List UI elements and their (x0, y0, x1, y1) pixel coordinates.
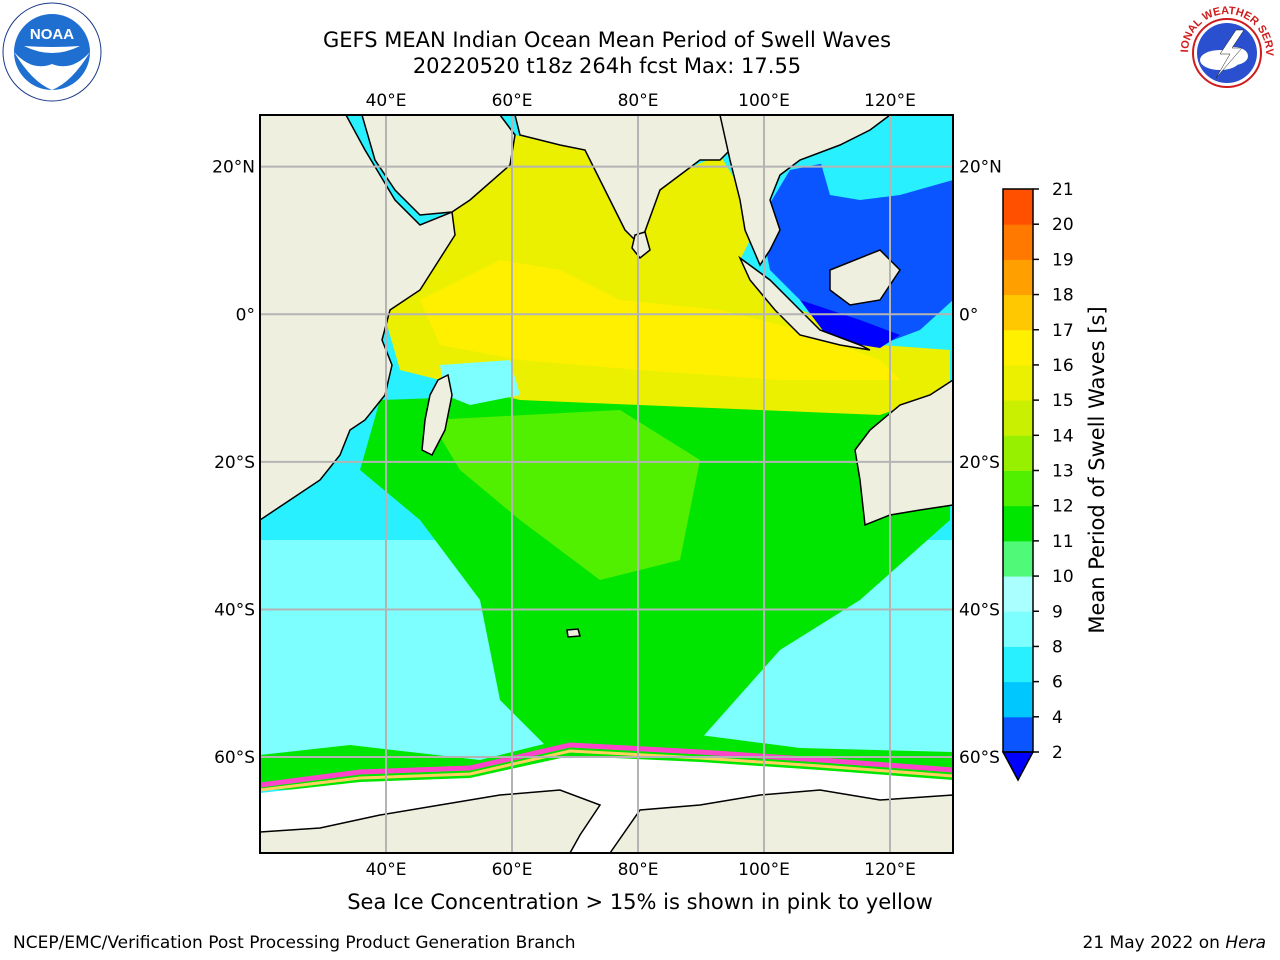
colorbar-label: Mean Period of Swell Waves [s] (1085, 306, 1109, 634)
chart-title: GEFS MEAN Indian Ocean Mean Period of Sw… (322, 28, 892, 52)
sea-ice-caption: Sea Ice Concentration > 15% is shown in … (347, 890, 933, 914)
lat-label-right: 60°S (959, 748, 1000, 768)
colorbar-segment (1003, 681, 1033, 718)
colorbar-segment (1003, 540, 1033, 577)
gridlines (260, 115, 953, 853)
lon-label-bottom: 120°E (864, 860, 916, 880)
colorbar-tick-label: 21 (1052, 180, 1074, 200)
sumatra-land (738, 255, 871, 351)
colorbar-segment (1003, 364, 1033, 401)
swell-zone-madagascar (440, 360, 520, 405)
footer-date: 21 May 2022 on Hera (1083, 933, 1267, 953)
lon-label-bottom: 60°E (492, 860, 533, 880)
colorbar-tick-label: 9 (1052, 602, 1063, 622)
swell-zone-pacific-cyan (820, 120, 953, 200)
chart-subtitle: 20220520 t18z 264h fcst Max: 17.55 (412, 54, 802, 78)
lat-labels-right: 20°N 0° 20°S 40°S 60°S (959, 158, 1002, 768)
colorbar-segment (1003, 189, 1033, 225)
colorbar-tick-label: 13 (1052, 462, 1074, 482)
lat-label-right: 0° (959, 305, 978, 325)
colorbar-segment (1003, 224, 1033, 260)
swell-zone-blue (760, 150, 953, 345)
colorbar-tick-label: 15 (1052, 391, 1074, 411)
swell-zone-lightgreen (430, 410, 700, 580)
noaa-logo-text: NOAA (30, 26, 74, 43)
kerguelen-land (566, 628, 581, 638)
colorbar-tick-label: 8 (1052, 637, 1063, 657)
sri-lanka-land (631, 231, 651, 260)
lon-label-bottom: 100°E (738, 860, 790, 880)
antarctica-land-east (609, 789, 953, 853)
colorbar-under-arrow (1001, 751, 1035, 782)
footer-machine: Hera (1225, 933, 1266, 953)
colorbar-tick-label: 11 (1052, 532, 1074, 552)
map-field (260, 115, 953, 853)
lon-label-bottom: 40°E (366, 860, 407, 880)
noaa-logo: NOAA (2, 2, 102, 102)
lat-label-right: 20°S (959, 453, 1000, 473)
lat-label-right: 20°N (959, 158, 1002, 178)
colorbar-segment (1003, 716, 1033, 753)
swell-zone-deep-blue (800, 300, 900, 348)
antarctica-land-west (260, 789, 602, 853)
swell-zone-bright-yellow (420, 260, 900, 380)
map-frame (259, 114, 954, 854)
nws-logo: NATIONAL WEATHER SERVICE (1176, 2, 1276, 102)
lat-labels-left: 20°N 0° 20°S 40°S 60°S (212, 158, 255, 768)
borneo-land (829, 249, 901, 306)
lon-label-top: 80°E (618, 91, 659, 111)
colorbar-segment (1003, 329, 1033, 366)
lat-label-right: 40°S (959, 600, 1000, 620)
colorbar-tick-label: 20 (1052, 215, 1074, 235)
colorbar-tick-label: 16 (1052, 356, 1074, 376)
africa-land (260, 115, 456, 521)
southeast-asia-land (719, 115, 892, 267)
colorbar-segment (1003, 576, 1033, 612)
colorbar: 2 4 6 8 9 10 11 12 13 14 15 16 17 18 19 20 21 (1001, 180, 1074, 782)
lon-label-top: 40°E (366, 91, 407, 111)
colorbar-segment (1003, 259, 1033, 296)
lat-label-left: 0° (236, 305, 255, 325)
colorbar-tick-label: 10 (1052, 567, 1074, 587)
colorbar-tick-label: 14 (1052, 426, 1074, 446)
colorbar-tick-label: 6 (1052, 673, 1063, 693)
colorbar-segment (1003, 470, 1033, 507)
landmasses (260, 115, 953, 853)
colorbar-segment (1003, 505, 1033, 542)
footer-credit: NCEP/EMC/Verification Post Processing Pr… (13, 933, 576, 953)
australia-land (854, 379, 953, 527)
colorbar-tick-label: 18 (1052, 286, 1074, 306)
colorbar-segment (1003, 435, 1033, 471)
lon-label-bottom: 80°E (618, 860, 659, 880)
madagascar-land (421, 373, 453, 457)
colorbar-segment (1003, 646, 1033, 683)
lon-label-top: 60°E (492, 91, 533, 111)
lon-labels-top: 40°E 60°E 80°E 100°E 120°E (366, 91, 916, 111)
lat-label-left: 20°N (212, 158, 255, 178)
colorbar-tick-label: 17 (1052, 321, 1074, 341)
colorbar-tick-label: 19 (1052, 250, 1074, 270)
colorbar-tick-label: 2 (1052, 743, 1063, 763)
colorbar-segment (1003, 611, 1033, 647)
sea-ice-edge-pink (260, 742, 953, 788)
lon-labels-bottom: 40°E 60°E 80°E 100°E 120°E (366, 860, 916, 880)
lat-label-left: 60°S (214, 748, 255, 768)
sea-ice-edge-yellow (260, 749, 953, 792)
lon-label-top: 100°E (738, 91, 790, 111)
colorbar-tick-label: 4 (1052, 708, 1063, 728)
lon-label-top: 120°E (864, 91, 916, 111)
lat-label-left: 40°S (214, 600, 255, 620)
lat-label-left: 20°S (214, 453, 255, 473)
colorbar-segment (1003, 400, 1033, 436)
colorbar-segment (1003, 294, 1033, 331)
colorbar-tick-label: 12 (1052, 497, 1074, 517)
footer-date-text: 21 May 2022 on (1082, 933, 1220, 953)
